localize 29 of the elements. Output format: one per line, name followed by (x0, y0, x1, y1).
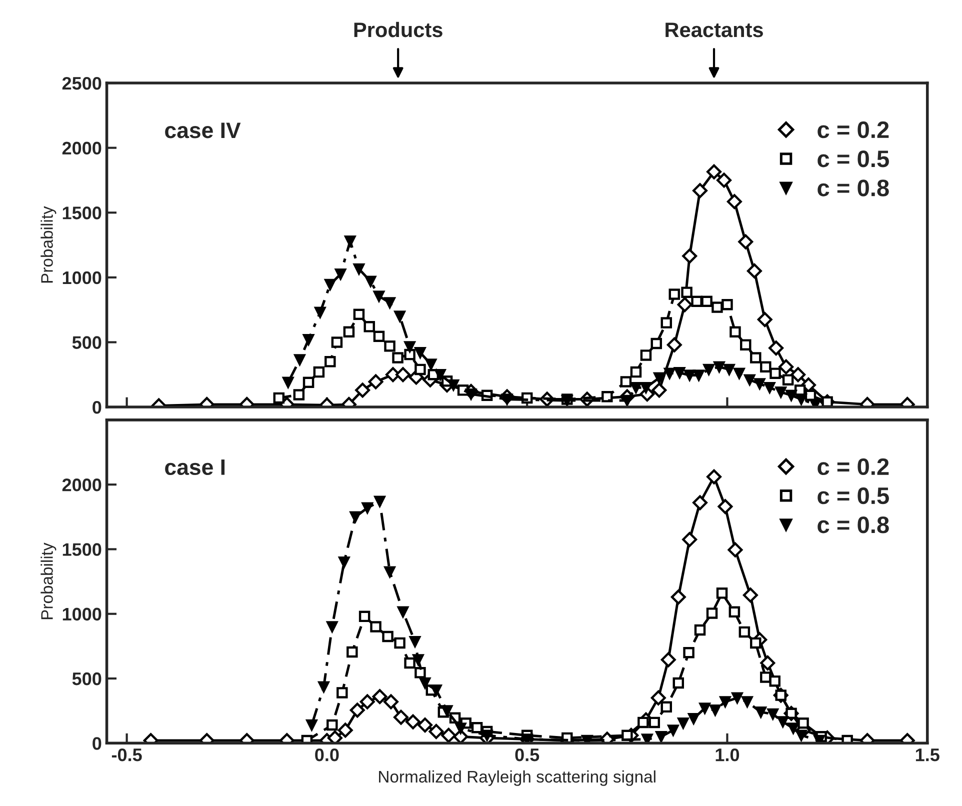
y-axis-title: Probability (40, 206, 56, 283)
y-tick-label: 500 (72, 672, 102, 686)
x-tick-label: 1.0 (716, 748, 740, 762)
y-tick-label: 1000 (62, 271, 102, 284)
legend-label: c = 0.5 (818, 487, 889, 504)
y-tick-label: 2000 (62, 478, 102, 492)
legend-label: c = 0.5 (818, 150, 889, 168)
legend-label: c = 0.2 (818, 458, 889, 476)
annotation: case IV (165, 122, 241, 138)
annotation: case I (165, 460, 225, 476)
x-axis-title: Normalized Rayleigh scattering signal (379, 770, 656, 786)
y-tick-label: 1500 (62, 543, 102, 556)
x-tick-label: 1.5 (916, 748, 940, 762)
y-tick-label: 0 (92, 737, 102, 750)
x-tick-label: 0.0 (315, 748, 339, 762)
y-tick-label: 500 (72, 336, 102, 349)
y-tick-label: 0 (92, 400, 102, 414)
y-tick-label: 2500 (62, 76, 102, 90)
legend-label: c = 0.8 (818, 516, 889, 534)
text: Reactants (666, 22, 763, 38)
y-tick-label: 1500 (62, 206, 102, 220)
legend-label: c = 0.2 (818, 121, 889, 138)
y-tick-label: 1000 (62, 608, 102, 621)
x-tick-label: 0.5 (515, 748, 540, 762)
text: Products (354, 22, 442, 38)
y-tick-label: 2000 (62, 142, 102, 155)
y-axis-title: Probability (40, 542, 56, 620)
x-tick-label: -0.5 (112, 748, 142, 762)
legend-label: c = 0.8 (818, 180, 889, 196)
